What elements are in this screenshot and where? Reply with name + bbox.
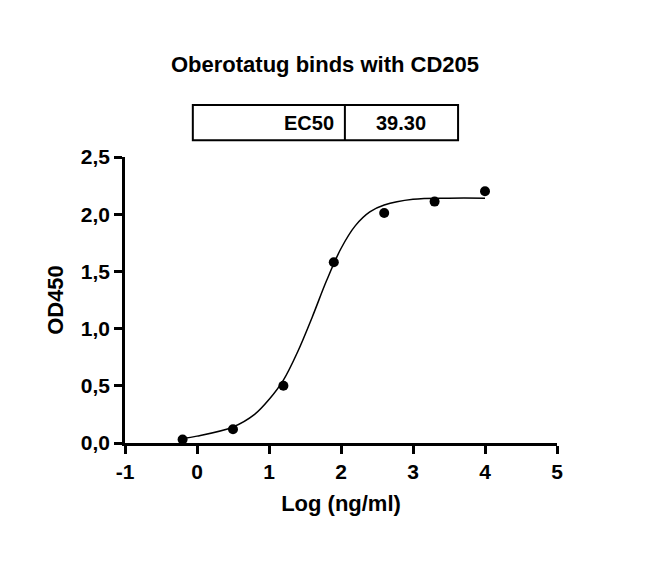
svg-text:-1: -1 — [116, 460, 135, 483]
svg-text:0: 0 — [191, 460, 203, 483]
svg-text:1: 1 — [263, 460, 275, 483]
svg-text:Log (ng/ml): Log (ng/ml) — [281, 491, 401, 516]
svg-text:1,5: 1,5 — [81, 260, 111, 283]
svg-text:0,5: 0,5 — [81, 374, 111, 397]
svg-text:5: 5 — [551, 460, 563, 483]
svg-text:0,0: 0,0 — [81, 431, 110, 454]
svg-text:2: 2 — [335, 460, 347, 483]
svg-text:Oberotatug binds with CD205: Oberotatug binds with CD205 — [171, 52, 479, 77]
svg-text:2,0: 2,0 — [81, 203, 110, 226]
svg-text:EC50: EC50 — [284, 112, 334, 134]
svg-text:4: 4 — [479, 460, 491, 483]
svg-text:39.30: 39.30 — [376, 112, 426, 134]
svg-text:3: 3 — [407, 460, 419, 483]
svg-text:2,5: 2,5 — [81, 145, 111, 168]
svg-text:OD450: OD450 — [43, 265, 68, 335]
svg-text:1,0: 1,0 — [81, 317, 110, 340]
